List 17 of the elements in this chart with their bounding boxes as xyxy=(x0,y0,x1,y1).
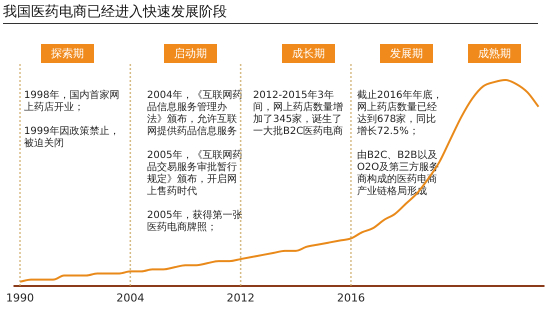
annotation: 2012-2015年3年间，网上药店数量增加了345家，诞生了一大批B2C医药电商 xyxy=(253,90,344,138)
text: 发展期 xyxy=(380,44,433,63)
annotation: 截止2016年年底，网上药店数量已经达到678家，同比增长72.5%； xyxy=(357,90,443,138)
x-tick-label: 2004 xyxy=(116,291,144,304)
annotation: 2005年，《互联网药品交易服务审批暂行规定》颁布，开启网上售药时代 xyxy=(147,150,244,198)
x-tick-label: 2012 xyxy=(226,291,255,304)
annotation: 2005年，获得第一张医药电商牌照； xyxy=(147,210,244,234)
text: 探索期 xyxy=(41,44,94,63)
annotation: 1999年因政策禁止，被迫关闭 xyxy=(24,126,120,150)
annotation: 1998年，国内首家网上药店开业； xyxy=(24,90,120,114)
chart-title: 我国医药电商已经进入快速发展阶段 xyxy=(3,3,227,21)
text: 启动期 xyxy=(164,44,217,63)
text: 成长期 xyxy=(282,44,335,63)
x-tick-label: 2016 xyxy=(336,291,365,304)
text: 成熟期 xyxy=(468,44,521,63)
x-tick-label: 1990 xyxy=(6,291,34,304)
annotation: 2004年，《互联网药品信息服务管理办法》颁布，允许互联网提供药品信息服务 xyxy=(147,90,244,138)
